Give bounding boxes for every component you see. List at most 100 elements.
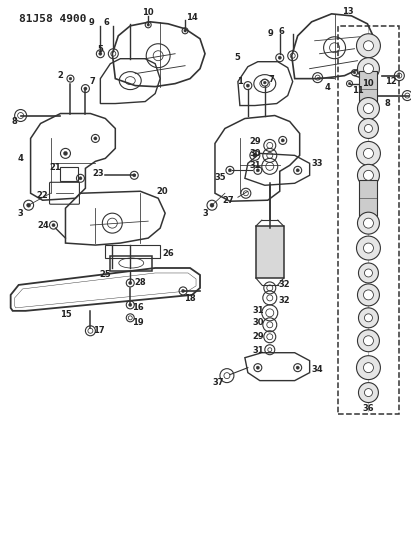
Bar [360, 180, 377, 216]
Circle shape [363, 362, 373, 373]
Text: 1: 1 [237, 77, 243, 86]
Bar [337, 26, 399, 415]
Text: 37: 37 [212, 378, 224, 387]
Text: 8: 8 [12, 117, 18, 126]
Circle shape [358, 284, 379, 306]
Circle shape [365, 269, 372, 277]
Text: 10: 10 [362, 79, 373, 88]
Circle shape [348, 83, 351, 85]
Circle shape [365, 389, 372, 397]
Circle shape [184, 30, 186, 32]
Circle shape [263, 81, 266, 84]
Circle shape [256, 366, 260, 369]
Circle shape [363, 148, 373, 158]
Text: 12: 12 [386, 77, 397, 86]
Circle shape [228, 169, 232, 172]
Circle shape [52, 223, 55, 227]
Text: 3: 3 [18, 209, 23, 217]
Circle shape [256, 169, 260, 172]
Text: 29: 29 [249, 137, 261, 146]
Circle shape [94, 137, 97, 140]
Text: 22: 22 [37, 191, 49, 200]
Circle shape [210, 203, 214, 207]
Text: 27: 27 [222, 196, 234, 205]
Circle shape [356, 356, 380, 379]
Text: 5: 5 [234, 53, 240, 62]
Text: 18: 18 [184, 294, 196, 303]
Circle shape [358, 330, 379, 352]
Circle shape [281, 139, 284, 142]
Text: 16: 16 [132, 303, 144, 312]
Circle shape [365, 125, 372, 133]
Text: 21: 21 [49, 163, 61, 172]
Text: 32: 32 [279, 296, 290, 305]
Circle shape [363, 63, 373, 74]
Text: 19: 19 [132, 318, 144, 327]
Bar [110, 256, 152, 271]
Circle shape [69, 77, 72, 80]
Circle shape [278, 56, 281, 59]
Text: 10: 10 [143, 9, 154, 18]
Text: 25: 25 [99, 270, 111, 279]
Text: 31: 31 [249, 161, 261, 170]
Text: 8: 8 [384, 99, 390, 108]
Circle shape [358, 118, 378, 139]
Circle shape [358, 58, 379, 79]
Circle shape [353, 71, 356, 74]
Circle shape [296, 169, 299, 172]
Circle shape [246, 84, 249, 87]
Text: 3: 3 [202, 209, 208, 217]
Text: 13: 13 [342, 7, 353, 17]
Text: 14: 14 [186, 13, 198, 22]
Text: 17: 17 [93, 326, 104, 335]
Circle shape [356, 141, 380, 165]
Circle shape [296, 366, 299, 369]
Text: 4: 4 [325, 83, 330, 92]
Text: 23: 23 [93, 169, 104, 178]
Text: 6: 6 [103, 18, 109, 27]
Text: 7: 7 [89, 77, 95, 86]
Circle shape [363, 336, 373, 346]
Text: 9: 9 [89, 18, 94, 27]
Circle shape [358, 383, 378, 402]
Circle shape [363, 41, 373, 51]
Circle shape [358, 308, 378, 328]
Text: 4: 4 [18, 154, 23, 163]
Circle shape [63, 151, 68, 156]
Text: 35: 35 [214, 173, 226, 182]
Circle shape [363, 171, 373, 180]
Text: 28: 28 [134, 278, 146, 287]
Circle shape [363, 290, 373, 300]
Circle shape [133, 174, 136, 177]
Circle shape [358, 164, 379, 186]
Circle shape [356, 34, 380, 58]
Circle shape [363, 243, 373, 253]
Circle shape [84, 87, 87, 90]
Bar [61, 167, 78, 181]
Text: 26: 26 [162, 248, 174, 257]
Circle shape [79, 177, 82, 180]
Circle shape [27, 203, 30, 207]
Text: 30: 30 [252, 318, 264, 327]
Bar [360, 71, 377, 107]
Circle shape [358, 98, 379, 119]
Circle shape [99, 52, 102, 55]
Circle shape [363, 218, 373, 228]
Text: 9: 9 [268, 29, 274, 38]
Bar [256, 226, 284, 278]
Text: 5: 5 [97, 45, 103, 54]
Bar [105, 245, 160, 258]
Circle shape [363, 103, 373, 114]
Text: 30: 30 [249, 149, 260, 158]
Circle shape [147, 23, 150, 26]
Text: 32: 32 [279, 280, 290, 289]
Text: 34: 34 [312, 365, 323, 374]
Text: 6: 6 [279, 27, 285, 36]
Text: 24: 24 [37, 221, 49, 230]
Circle shape [129, 281, 132, 285]
Circle shape [356, 236, 380, 260]
Text: 29: 29 [252, 332, 264, 341]
Text: 15: 15 [60, 310, 71, 319]
Circle shape [181, 289, 185, 293]
Text: 7: 7 [269, 75, 275, 84]
